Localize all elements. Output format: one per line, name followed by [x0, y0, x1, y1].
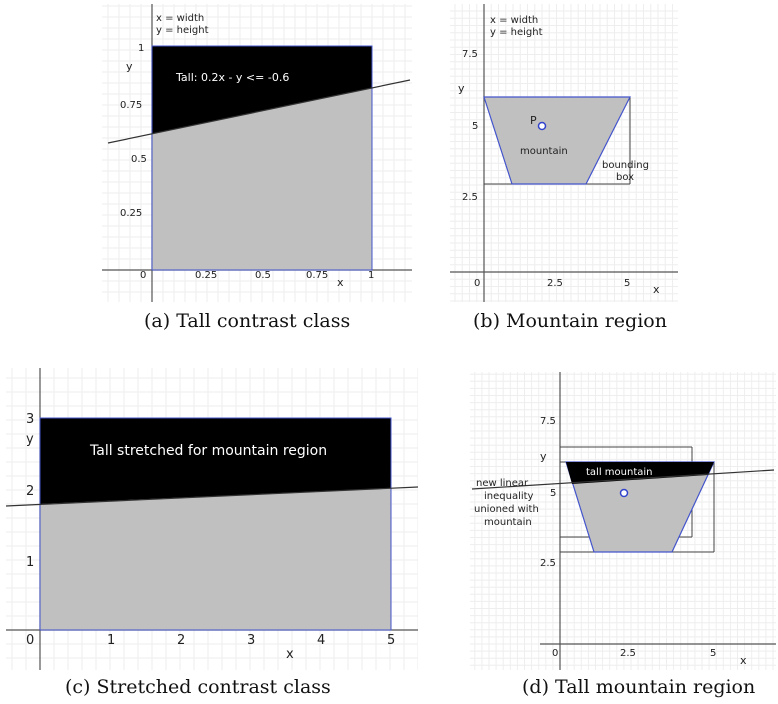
- y-tick-0.5: 0.5: [131, 154, 147, 165]
- y-tick-5: 5: [550, 488, 556, 499]
- x-tick-0.5: 0.5: [255, 270, 271, 281]
- region-label: tall mountain: [586, 467, 652, 478]
- y-tick-1: 1: [26, 555, 34, 570]
- legend-height: y = height: [490, 27, 543, 38]
- legend-width: x = width: [490, 15, 538, 26]
- side-label-4: mountain: [484, 517, 532, 528]
- x-tick-4: 4: [317, 633, 325, 648]
- unit-square-border: [151, 45, 373, 271]
- y-tick-7.5: 7.5: [462, 49, 478, 60]
- panel-a-tall-contrast-plot: x = width y = height Tall: 0.2x - y <= -…: [102, 4, 412, 302]
- caption-b: (b) Mountain region: [473, 310, 667, 332]
- x-tick-5: 5: [710, 648, 716, 659]
- x-tick-0.75: 0.75: [306, 270, 328, 281]
- x-tick-3: 3: [247, 633, 255, 648]
- y-tick-1: 1: [138, 43, 144, 54]
- grid: [450, 4, 678, 302]
- below-line-region: [152, 88, 372, 270]
- region-label: Tall: 0.2x - y <= -0.6: [175, 71, 289, 84]
- panel-d-tall-mountain-plot: tall mountain new linear inequality unio…: [470, 372, 776, 670]
- region-border: [39, 417, 392, 631]
- y-axis-label: y: [126, 60, 133, 73]
- x-tick-0.25: 0.25: [195, 270, 217, 281]
- y-tick-0.75: 0.75: [120, 100, 142, 111]
- y-tick-2.5: 2.5: [462, 192, 478, 203]
- y-tick-2.5: 2.5: [540, 558, 556, 569]
- y-tick-3: 3: [26, 412, 34, 427]
- panel-b-mountain-plot: P mountain bounding box x = width y = he…: [450, 4, 678, 302]
- x-tick-0: 0: [140, 270, 146, 281]
- point-p-label: P: [530, 114, 537, 127]
- region-label: mountain: [520, 146, 568, 157]
- x-tick-2.5: 2.5: [620, 648, 636, 659]
- region-label: Tall stretched for mountain region: [89, 443, 327, 459]
- x-tick-1: 1: [368, 270, 374, 281]
- legend-height: y = height: [156, 25, 209, 36]
- x-axis-label: x: [286, 647, 294, 662]
- panel-c-stretched-plot: Tall stretched for mountain region y x 3…: [6, 368, 418, 670]
- x-tick-2.5: 2.5: [547, 278, 563, 289]
- mountain-region: [483, 96, 631, 185]
- x-tick-5: 5: [624, 278, 630, 289]
- side-label-2: inequality: [484, 491, 534, 502]
- tall-mountain-region: [566, 462, 714, 484]
- caption-a: (a) Tall contrast class: [144, 310, 351, 332]
- x-axis-label: x: [337, 276, 344, 289]
- caption-d: (d) Tall mountain region: [522, 676, 756, 698]
- x-axis-label: x: [740, 654, 747, 667]
- y-tick-5: 5: [472, 121, 478, 132]
- x-tick-5: 5: [387, 633, 395, 648]
- caption-c: (c) Stretched contrast class: [65, 676, 331, 698]
- point-p: [537, 121, 547, 131]
- y-axis-label: y: [26, 432, 34, 447]
- point-p: [619, 488, 629, 498]
- x-tick-0: 0: [552, 648, 558, 659]
- y-tick-7.5: 7.5: [540, 416, 556, 427]
- x-tick-1: 1: [107, 633, 115, 648]
- y-tick-0.25: 0.25: [120, 208, 142, 219]
- legend-width: x = width: [156, 13, 204, 24]
- bbox-label-1: bounding: [602, 160, 649, 171]
- y-tick-2: 2: [26, 484, 34, 499]
- y-axis-label: y: [540, 450, 547, 463]
- x-tick-0: 0: [474, 278, 480, 289]
- inequality-line: [471, 469, 775, 490]
- x-tick-0: 0: [26, 633, 34, 648]
- bbox-label-2: box: [616, 172, 634, 183]
- inequality-line: [6, 486, 418, 507]
- below-line-region: [40, 488, 391, 630]
- side-label-3: unioned with: [474, 504, 539, 515]
- x-tick-2: 2: [177, 633, 185, 648]
- y-axis-label: y: [458, 82, 465, 95]
- side-label-1: new linear: [476, 478, 529, 489]
- x-axis-label: x: [653, 283, 660, 296]
- tall-region: [152, 46, 372, 134]
- inequality-line: [107, 79, 411, 144]
- tall-stretched-region: [40, 418, 391, 504]
